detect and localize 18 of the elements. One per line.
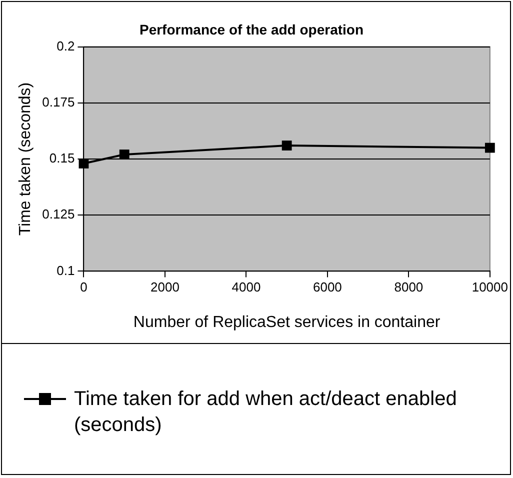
y-tick-label: 0.15 bbox=[49, 150, 75, 166]
x-tick-label: 10000 bbox=[472, 280, 508, 295]
point bbox=[484, 142, 495, 153]
chart-title: Performance of the add operation bbox=[139, 21, 364, 38]
x-tick-label: 2000 bbox=[150, 280, 180, 295]
x-tick-label: 0 bbox=[80, 280, 88, 295]
x-tick-label: 4000 bbox=[232, 280, 261, 295]
legend-label: Time taken for add when act/deact enabled (seconds) bbox=[74, 388, 457, 436]
x-tick-label: 8000 bbox=[394, 280, 424, 295]
x-tick-label: 6000 bbox=[312, 280, 342, 295]
y-tick-label: 0.1 bbox=[56, 262, 75, 278]
x-axis-title: Number of ReplicaSet services in container bbox=[133, 314, 441, 331]
point bbox=[119, 150, 130, 160]
y-tick-label: 0.175 bbox=[42, 94, 75, 110]
point bbox=[282, 140, 292, 150]
y-axis-title: Time taken (seconds) bbox=[17, 82, 34, 236]
y-tick-label: 0.2 bbox=[56, 38, 75, 54]
y-tick-label: 0.125 bbox=[42, 206, 75, 222]
